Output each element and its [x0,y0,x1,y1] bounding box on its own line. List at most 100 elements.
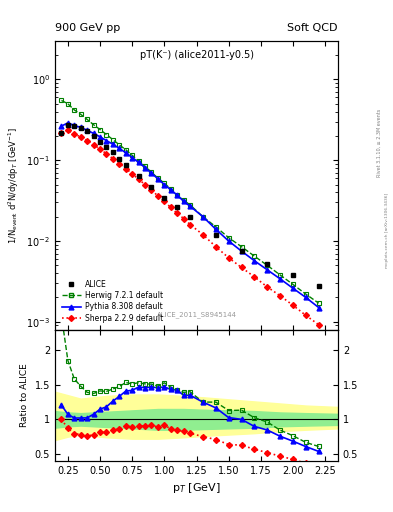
Herwig 7.2.1 default [130,152,134,158]
Pythia 8.308 default [136,159,141,165]
Pythia 8.308 default [59,123,64,129]
Herwig 7.2.1 default [290,282,295,288]
Y-axis label: 1/N$_{\rm event}$ d$^2$N/dy/dp$_T$ [GeV$^{-1}$]: 1/N$_{\rm event}$ d$^2$N/dy/dp$_T$ [GeV$… [6,127,20,244]
Pythia 8.308 default [98,134,103,140]
Pythia 8.308 default [123,150,128,156]
Sherpa 2.2.9 default [278,293,283,299]
Herwig 7.2.1 default [156,175,160,181]
ALICE [149,184,154,190]
Herwig 7.2.1 default [200,214,205,220]
ALICE [78,125,83,131]
Line: Sherpa 2.2.9 default: Sherpa 2.2.9 default [59,128,321,327]
Line: ALICE: ALICE [59,123,321,288]
Herwig 7.2.1 default [188,202,193,208]
Sherpa 2.2.9 default [130,170,134,177]
Herwig 7.2.1 default [59,97,64,103]
ALICE [85,128,90,134]
Pythia 8.308 default [169,187,173,193]
Pythia 8.308 default [149,170,154,176]
Pythia 8.308 default [213,226,218,232]
Herwig 7.2.1 default [226,234,231,241]
Sherpa 2.2.9 default [156,193,160,199]
Sherpa 2.2.9 default [162,198,167,204]
Line: Herwig 7.2.1 default: Herwig 7.2.1 default [59,98,321,306]
Herwig 7.2.1 default [72,107,77,113]
Sherpa 2.2.9 default [104,151,109,157]
Text: ALICE_2011_S8945144: ALICE_2011_S8945144 [156,311,237,318]
Pythia 8.308 default [200,214,205,220]
Sherpa 2.2.9 default [78,134,83,140]
Pythia 8.308 default [130,155,134,161]
Pythia 8.308 default [117,145,122,152]
ALICE [104,143,109,150]
Sherpa 2.2.9 default [85,138,90,144]
Text: mcplots.cern.ch [arXiv:1306.3436]: mcplots.cern.ch [arXiv:1306.3436] [385,193,389,268]
ALICE [136,173,141,179]
Sherpa 2.2.9 default [239,264,244,270]
Herwig 7.2.1 default [149,169,154,175]
Sherpa 2.2.9 default [110,156,115,162]
Sherpa 2.2.9 default [316,322,321,328]
Herwig 7.2.1 default [162,180,167,186]
Text: Soft QCD: Soft QCD [288,23,338,33]
ALICE [316,283,321,289]
Sherpa 2.2.9 default [136,176,141,182]
Pythia 8.308 default [72,122,77,129]
Herwig 7.2.1 default [91,122,96,128]
Sherpa 2.2.9 default [66,127,70,133]
Herwig 7.2.1 default [143,163,147,169]
Pythia 8.308 default [104,138,109,144]
Sherpa 2.2.9 default [265,284,270,290]
ALICE [162,195,167,201]
Sherpa 2.2.9 default [117,160,122,166]
Herwig 7.2.1 default [181,197,186,203]
Pythia 8.308 default [278,276,283,282]
Sherpa 2.2.9 default [200,231,205,238]
ALICE [239,248,244,254]
ALICE [59,130,64,136]
Herwig 7.2.1 default [85,116,90,122]
Pythia 8.308 default [265,267,270,273]
ALICE [290,272,295,278]
Herwig 7.2.1 default [175,192,180,198]
ALICE [123,162,128,168]
Sherpa 2.2.9 default [181,216,186,222]
Herwig 7.2.1 default [265,262,270,268]
Pythia 8.308 default [226,238,231,244]
Text: pT(K⁻) (alice2011-y0.5): pT(K⁻) (alice2011-y0.5) [140,50,253,59]
Sherpa 2.2.9 default [98,146,103,152]
Sherpa 2.2.9 default [226,254,231,261]
Sherpa 2.2.9 default [188,222,193,228]
Sherpa 2.2.9 default [123,165,128,172]
Herwig 7.2.1 default [117,142,122,148]
Pythia 8.308 default [162,181,167,187]
Pythia 8.308 default [188,203,193,209]
Pythia 8.308 default [85,127,90,133]
Sherpa 2.2.9 default [59,130,64,136]
Sherpa 2.2.9 default [213,244,218,250]
Pythia 8.308 default [316,305,321,311]
ALICE [175,204,180,210]
Sherpa 2.2.9 default [252,274,257,280]
ALICE [91,133,96,139]
Pythia 8.308 default [110,141,115,147]
Pythia 8.308 default [290,285,295,291]
Pythia 8.308 default [252,258,257,264]
Sherpa 2.2.9 default [91,142,96,148]
Herwig 7.2.1 default [303,291,308,297]
Sherpa 2.2.9 default [149,187,154,193]
ALICE [72,123,77,129]
Pythia 8.308 default [181,198,186,204]
ALICE [66,122,70,129]
Herwig 7.2.1 default [78,111,83,117]
ALICE [117,156,122,162]
Pythia 8.308 default [91,131,96,137]
Pythia 8.308 default [66,120,70,126]
Sherpa 2.2.9 default [303,312,308,318]
Herwig 7.2.1 default [136,158,141,164]
Pythia 8.308 default [156,176,160,182]
Herwig 7.2.1 default [239,244,244,250]
Pythia 8.308 default [78,124,83,131]
Sherpa 2.2.9 default [175,210,180,217]
Herwig 7.2.1 default [104,132,109,138]
